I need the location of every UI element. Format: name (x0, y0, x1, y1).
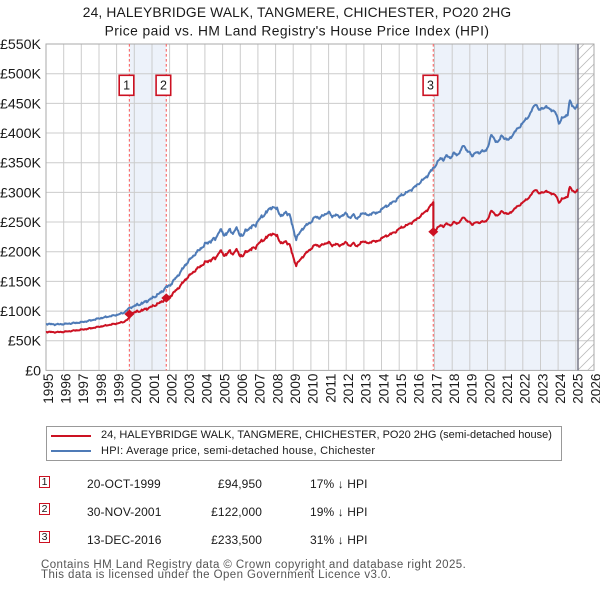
svg-text:1998: 1998 (94, 374, 109, 404)
svg-text:£500K: £500K (0, 67, 42, 83)
svg-text:1995: 1995 (41, 374, 56, 404)
svg-text:2000: 2000 (129, 373, 144, 404)
svg-text:2008: 2008 (270, 374, 285, 404)
svg-text:2014: 2014 (376, 373, 391, 404)
svg-text:£100K: £100K (0, 304, 42, 320)
svg-text:2: 2 (160, 79, 167, 93)
svg-text:2026: 2026 (588, 374, 600, 404)
svg-text:2003: 2003 (182, 374, 197, 404)
svg-text:1996: 1996 (59, 374, 74, 404)
svg-text:24, HALEYBRIDGE WALK, TANGMERE: 24, HALEYBRIDGE WALK, TANGMERE, CHICHEST… (83, 5, 511, 20)
svg-text:3: 3 (427, 79, 434, 93)
svg-text:2021: 2021 (500, 374, 515, 404)
svg-text:2017: 2017 (429, 374, 444, 404)
svg-text:£50K: £50K (8, 334, 42, 350)
svg-text:2024: 2024 (553, 373, 568, 404)
svg-text:2006: 2006 (235, 374, 250, 404)
svg-text:2001: 2001 (147, 374, 162, 404)
svg-text:2016: 2016 (412, 374, 427, 404)
svg-text:Price paid vs. HM Land Registr: Price paid vs. HM Land Registry's House … (105, 23, 490, 38)
svg-text:2020: 2020 (482, 373, 497, 404)
svg-text:2022: 2022 (518, 374, 533, 404)
svg-text:2013: 2013 (359, 374, 374, 404)
svg-text:£400K: £400K (0, 126, 42, 142)
svg-text:2004: 2004 (200, 373, 215, 404)
svg-text:£250K: £250K (0, 215, 42, 231)
svg-text:£550K: £550K (0, 37, 42, 53)
svg-text:2018: 2018 (447, 374, 462, 404)
svg-text:2019: 2019 (465, 374, 480, 404)
svg-text:£450K: £450K (0, 96, 42, 112)
svg-text:2010: 2010 (306, 373, 321, 404)
svg-text:2009: 2009 (288, 374, 303, 404)
svg-text:£150K: £150K (0, 274, 42, 290)
svg-text:2012: 2012 (341, 374, 356, 404)
svg-text:2005: 2005 (217, 374, 232, 404)
svg-text:£300K: £300K (0, 185, 42, 201)
svg-text:2002: 2002 (164, 374, 179, 404)
svg-text:2015: 2015 (394, 374, 409, 404)
svg-text:2023: 2023 (535, 374, 550, 404)
svg-text:1997: 1997 (76, 374, 91, 404)
svg-text:2011: 2011 (323, 374, 338, 403)
svg-text:£350K: £350K (0, 156, 42, 172)
svg-text:2007: 2007 (253, 374, 268, 404)
svg-text:£200K: £200K (0, 245, 42, 261)
svg-text:1999: 1999 (111, 374, 126, 404)
svg-text:£0: £0 (25, 363, 41, 379)
svg-text:2025: 2025 (571, 374, 586, 404)
svg-text:1: 1 (123, 79, 130, 93)
